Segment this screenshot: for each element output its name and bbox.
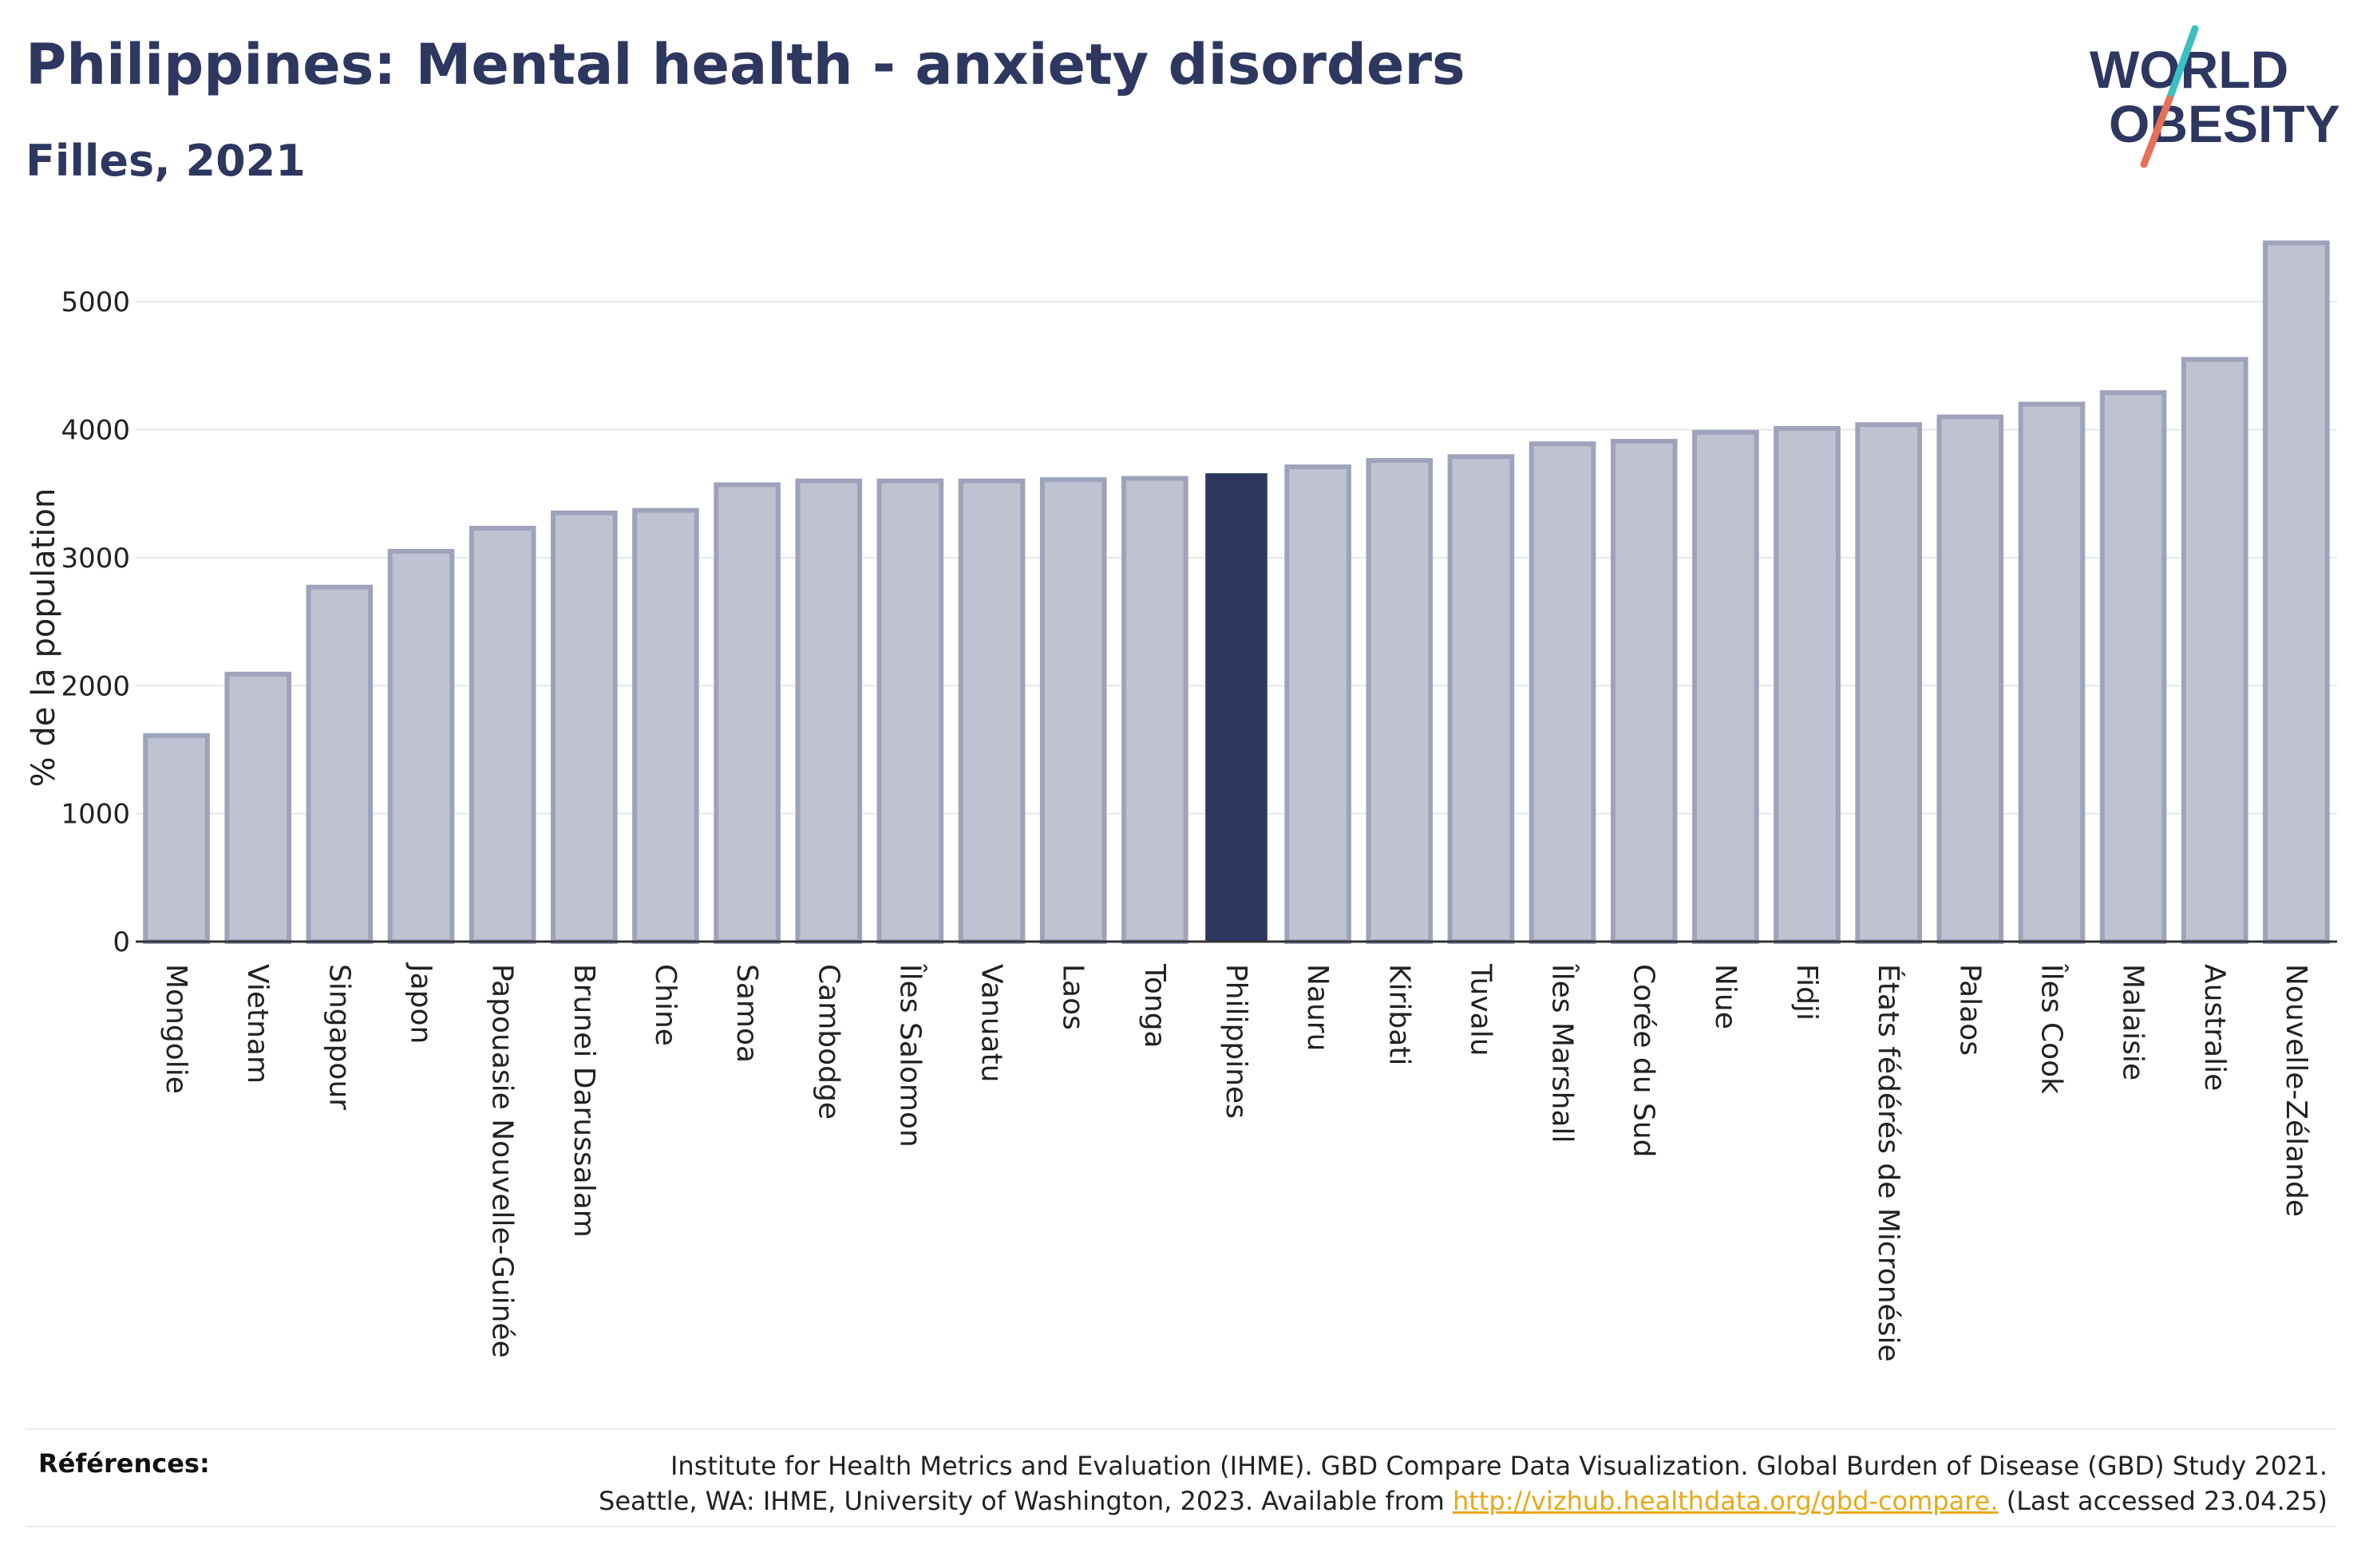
bar [387,548,455,945]
x-tick-label: Palaos [1953,964,1986,1056]
bar [1284,464,1351,944]
y-tick-label: 4000 [61,415,130,447]
bar [1610,438,1678,944]
bar [958,478,1026,944]
x-tick-label: Îles Salomon [893,963,927,1147]
x-tick-label: Tuvalu [1464,963,1497,1057]
bar [143,733,210,945]
x-tick-label: Australie [2198,964,2231,1091]
x-tick-label: Papouasie Nouvelle-Guinée [486,964,519,1358]
y-tick-label: 3000 [61,543,130,575]
logo-text-obesity: OBESITY [2109,94,2340,153]
x-tick-label: Îles Cook [2035,963,2068,1094]
x-tick-label: Niue [1709,964,1742,1029]
bar [1855,422,1923,944]
y-tick-label: 1000 [61,799,130,831]
bar [1936,414,2004,944]
bar [876,478,944,944]
bar [1529,441,1596,944]
x-tick-label: Nouvelle-Zélande [2280,964,2312,1217]
x-tick-label: Philippines [1220,964,1252,1119]
references-line-2: Seattle, WA: IHME, University of Washing… [492,1483,2327,1519]
bar [2181,357,2248,944]
x-tick-label: Fidji [1790,964,1823,1021]
bar [1774,425,1841,944]
x-tick-label: Samoa [730,964,763,1063]
x-tick-label: Kiribati [1382,964,1415,1065]
references-divider-top [26,1428,2336,1430]
logo-slash-coral [2140,95,2173,168]
chart-title: Philippines: Mental health - anxiety dis… [26,32,1465,97]
references-divider-bottom [26,1526,2336,1527]
bar [1366,458,1434,944]
references-line-2-suffix: (Last accessed 23.04.25) [1998,1486,2327,1516]
world-obesity-logo: WORLD OBESITY [2090,25,2340,168]
tick-labels: 0 1000 2000 3000 4000 5000 Mongolie Vietnam Sing… [61,286,2312,1361]
bar [2099,390,2167,945]
x-tick-label: Vietnam [241,964,274,1084]
bar [550,510,618,944]
x-tick-label: Corée du Sud [1627,964,1660,1158]
x-tick-label: Chine [649,964,682,1046]
bar-highlight [1205,473,1268,942]
bar [1121,476,1188,944]
references-line-1: Institute for Health Metrics and Evaluat… [670,1451,2327,1481]
bar [795,478,863,944]
x-tick-label: Îles Marshall [1546,963,1580,1143]
bar [1447,454,1515,944]
references-label: Références: [38,1448,210,1479]
bar [2263,240,2330,944]
logo-slash-teal [2165,25,2199,103]
x-tick-label: Brunei Darussalam [568,964,600,1238]
x-tick-label: Malaisie [2117,964,2149,1080]
bar [469,526,536,944]
bar [2018,401,2086,944]
chart-subtitle: Filles, 2021 [26,136,306,186]
x-tick-label: Tonga [1138,963,1171,1049]
bar [1692,429,1759,944]
bar [714,482,781,944]
bars [143,240,2330,945]
axes: % de la population [26,488,2337,943]
y-tick-label: 0 [113,926,130,958]
references-text: Institute for Health Metrics and Evaluat… [492,1448,2327,1519]
references-link[interactable]: http://vizhub.healthdata.org/gbd-compare… [1452,1486,1999,1516]
bar [224,671,292,945]
references-line-2-prefix: Seattle, WA: IHME, University of Washing… [599,1486,1453,1516]
y-tick-label: 2000 [61,670,130,702]
y-axis-label: % de la population [26,488,62,788]
x-tick-label: Vanuatu [975,964,1008,1083]
bar [632,508,699,944]
bar-chart: % de la population 0 1000 2000 3000 4000 5000… [26,240,2337,1362]
x-tick-label: Cambodge [812,964,844,1120]
x-tick-label: Laos [1057,964,1090,1030]
x-tick-label: Nauru [1301,964,1334,1051]
x-tick-label: Japon [405,962,437,1044]
x-tick-label: États fédérés de Micronésie [1872,964,1905,1362]
bar [306,584,374,944]
y-tick-label: 5000 [61,286,130,318]
bar [1039,477,1107,944]
x-tick-label: Mongolie [160,964,192,1094]
x-tick-label: Singapour [322,964,355,1110]
